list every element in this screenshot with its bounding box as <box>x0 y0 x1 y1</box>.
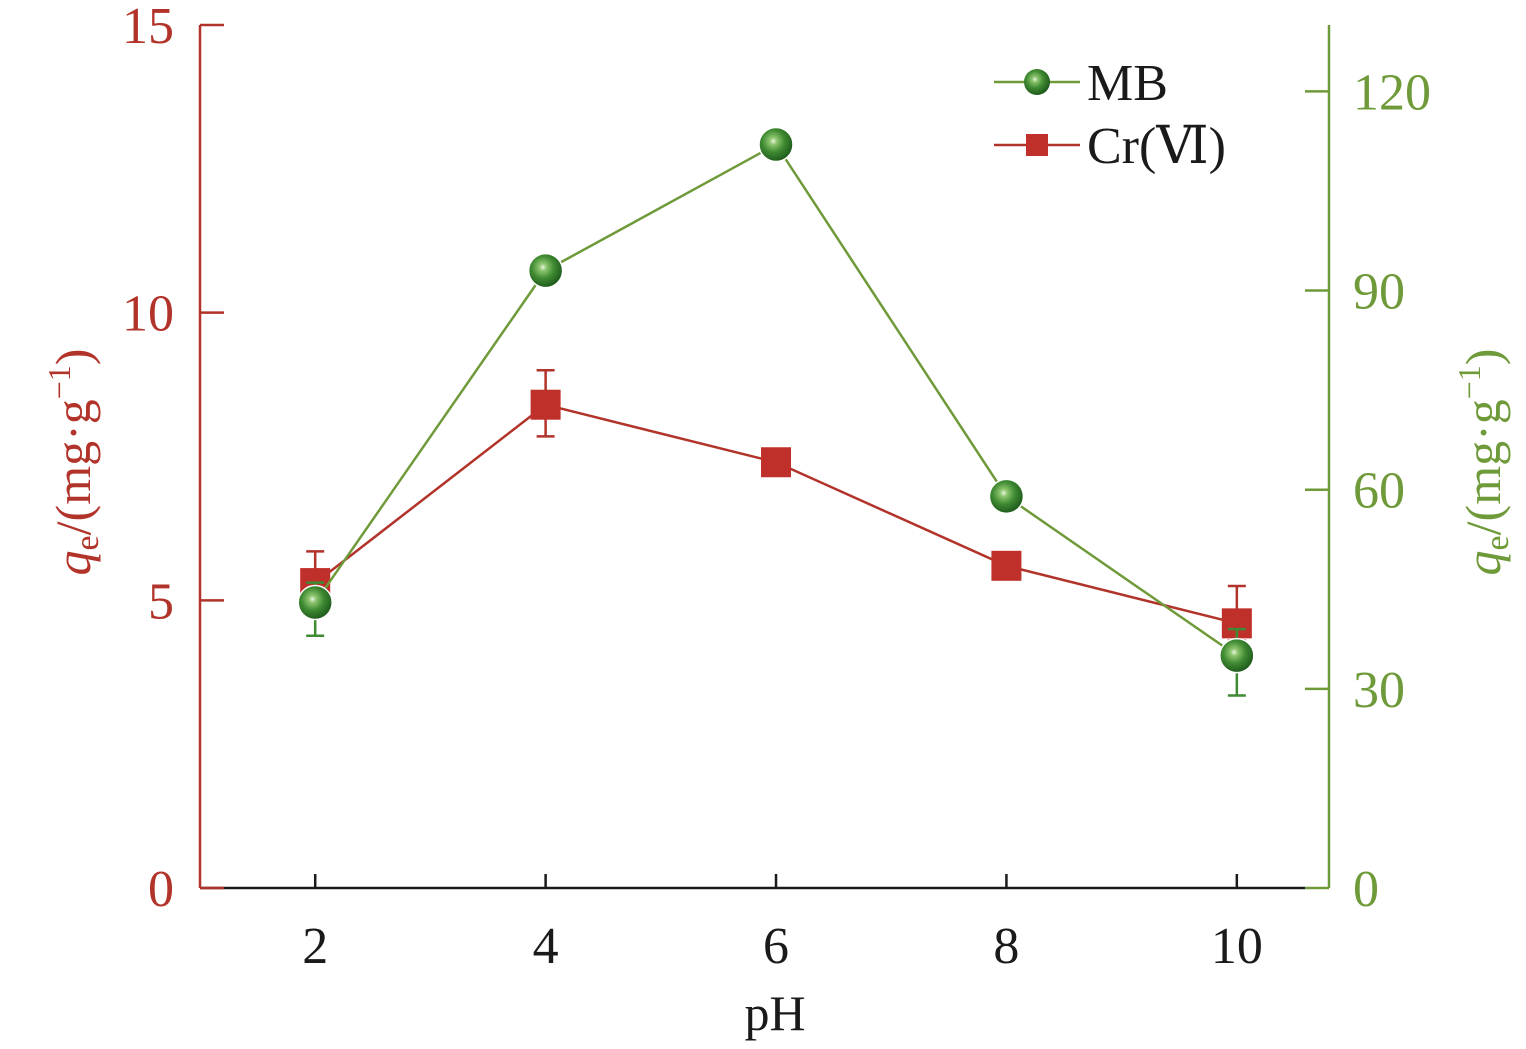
left-tick-label: 5 <box>148 573 174 630</box>
x-tick-label: 4 <box>533 918 559 975</box>
legend-item-mb[interactable]: MB <box>994 55 1168 112</box>
left-tick-label: 0 <box>148 861 174 918</box>
legend-cr-label: Cr(Ⅵ) <box>1087 118 1226 175</box>
left-tick-label: 10 <box>122 286 174 343</box>
right-tick-label: 0 <box>1353 861 1379 918</box>
mb-point <box>1219 637 1255 674</box>
mb-point <box>527 252 564 289</box>
mb-point <box>988 478 1025 515</box>
x-axis-label: pH <box>744 985 805 1041</box>
x-ticks: 2 4 6 8 10 <box>302 874 1263 975</box>
cr-point <box>761 447 792 478</box>
legend-mb-marker <box>1024 69 1050 95</box>
right-axis-label: qe/(mg·g−1) <box>1451 349 1516 576</box>
mb-point <box>297 584 333 621</box>
cr-point <box>530 389 561 420</box>
left-tick-label: 15 <box>122 0 174 55</box>
left-axis-ticks: 0 5 10 15 <box>122 0 224 918</box>
legend-cr-marker <box>1026 134 1048 156</box>
right-tick-label: 90 <box>1353 264 1405 321</box>
right-tick-label: 30 <box>1353 662 1405 719</box>
right-tick-label: 60 <box>1353 463 1405 520</box>
right-axis-ticks: 0 30 60 90 120 <box>1305 64 1431 918</box>
left-axis-label: qe/(mg·g−1) <box>41 349 106 576</box>
series-layer <box>297 126 1255 697</box>
mb-point <box>758 126 794 163</box>
legend-mb-label: MB <box>1087 55 1168 112</box>
right-tick-label: 120 <box>1353 64 1431 121</box>
mb-series-line <box>314 142 1238 657</box>
legend: MB Cr(Ⅵ) <box>994 55 1226 175</box>
x-tick-label: 2 <box>302 918 328 975</box>
x-tick-label: 8 <box>993 918 1019 975</box>
x-tick-label: 6 <box>763 918 789 975</box>
x-tick-label: 10 <box>1211 918 1263 975</box>
cr-point <box>991 550 1022 581</box>
legend-item-cr[interactable]: Cr(Ⅵ) <box>994 118 1226 175</box>
cr-series-line <box>314 403 1238 625</box>
